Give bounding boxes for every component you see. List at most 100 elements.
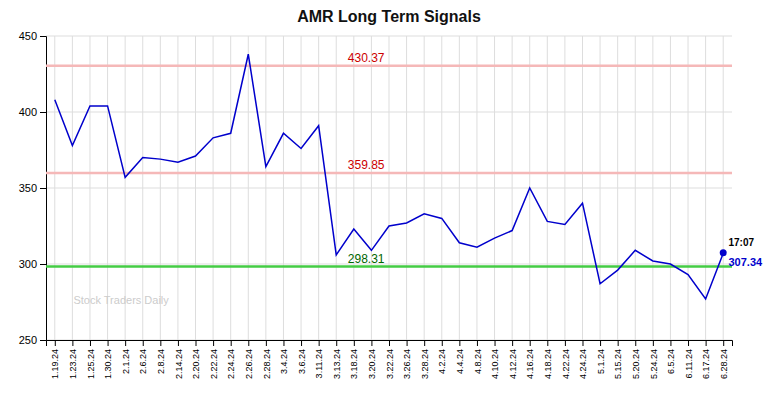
grid-line bbox=[248, 36, 249, 340]
tick: 4.4.24 bbox=[455, 340, 465, 374]
tick: 4.2.24 bbox=[437, 340, 447, 374]
x-axis: 1.19.241.23.241.25.241.30.242.1.242.6.24… bbox=[47, 340, 733, 379]
grid-line bbox=[195, 36, 196, 340]
tick-label: 3.22.24 bbox=[385, 349, 395, 379]
reference-label: 430.37 bbox=[348, 51, 385, 65]
tick: 3.28.24 bbox=[420, 340, 430, 379]
tick-label: 2.24.24 bbox=[226, 349, 236, 379]
tick-mark bbox=[231, 340, 232, 346]
tick: 6.28.24 bbox=[719, 340, 729, 379]
tick-label: 4.24.24 bbox=[578, 349, 588, 379]
grid-line bbox=[213, 36, 214, 340]
tick: 300 bbox=[19, 258, 46, 270]
chart: 1.19.241.23.241.25.241.30.242.1.242.6.24… bbox=[0, 0, 784, 398]
tick-mark bbox=[336, 340, 337, 346]
reference-label: 359.85 bbox=[348, 158, 385, 172]
tick-label: 4.2.24 bbox=[437, 349, 447, 374]
tick: 450 bbox=[19, 30, 46, 42]
tick-mark bbox=[354, 340, 355, 346]
grid-line bbox=[371, 36, 372, 340]
tick-label: 5.20.24 bbox=[631, 349, 641, 379]
tick: 250 bbox=[19, 334, 46, 346]
tick-mark bbox=[706, 340, 707, 346]
tick-mark bbox=[266, 340, 267, 346]
grid-line bbox=[54, 36, 55, 340]
tick-label: 2.28.24 bbox=[262, 349, 272, 379]
tick: 3.18.24 bbox=[349, 340, 359, 379]
tick-mark bbox=[40, 112, 46, 113]
tick: 350 bbox=[19, 182, 46, 194]
tick-label: 5.1.24 bbox=[596, 349, 606, 374]
tick-label: 1.23.24 bbox=[68, 349, 78, 379]
tick-mark bbox=[108, 340, 109, 346]
tick: 1.23.24 bbox=[68, 340, 78, 379]
title: AMR Long Term Signals bbox=[297, 8, 481, 25]
tick-label: 1.25.24 bbox=[86, 349, 96, 379]
tick-mark bbox=[301, 340, 302, 346]
tick: 4.18.24 bbox=[543, 340, 553, 379]
tick-mark bbox=[160, 340, 161, 346]
tick: 3.22.24 bbox=[385, 340, 395, 379]
tick: 3.4.24 bbox=[279, 340, 289, 374]
grid-line bbox=[723, 36, 724, 340]
tick-mark bbox=[40, 264, 46, 265]
grid-line bbox=[318, 36, 319, 340]
tick: 6.11.24 bbox=[684, 340, 694, 378]
tick: 4.22.24 bbox=[561, 340, 571, 379]
y-axis: 250 300 350 400 450 bbox=[19, 30, 47, 346]
tick: 4.8.24 bbox=[473, 340, 483, 374]
tick: 5.15.24 bbox=[613, 340, 623, 379]
tick-label: 4.12.24 bbox=[508, 349, 518, 379]
tick-label: 4.18.24 bbox=[543, 349, 553, 379]
grid-line bbox=[230, 36, 231, 340]
last-value-label: 307.34 bbox=[728, 256, 763, 268]
last-point bbox=[720, 249, 727, 256]
tick-label: 4.8.24 bbox=[473, 349, 483, 374]
tick: 4.16.24 bbox=[525, 340, 535, 379]
tick-label: 4.16.24 bbox=[525, 349, 535, 379]
grid-line bbox=[547, 36, 548, 340]
grid-line bbox=[635, 36, 636, 340]
tick: 5.1.24 bbox=[596, 340, 606, 374]
tick: 4.12.24 bbox=[508, 340, 518, 379]
tick-label: 350 bbox=[19, 182, 37, 194]
tick-label: 4.4.24 bbox=[455, 349, 465, 374]
tick: 1.19.24 bbox=[50, 340, 60, 379]
tick-mark bbox=[565, 340, 566, 346]
tick-mark bbox=[55, 340, 56, 346]
tick-mark bbox=[90, 340, 91, 346]
tick: 1.25.24 bbox=[86, 340, 96, 379]
tick-mark bbox=[688, 340, 689, 346]
tick: 2.20.24 bbox=[191, 340, 201, 379]
tick-label: 400 bbox=[19, 106, 37, 118]
grid-line bbox=[600, 36, 601, 340]
grid-line bbox=[265, 36, 266, 340]
tick-label: 3.6.24 bbox=[297, 349, 307, 374]
grid-line bbox=[177, 36, 178, 340]
reference-line bbox=[46, 65, 732, 68]
tick-mark bbox=[319, 340, 320, 346]
tick-mark bbox=[600, 340, 601, 346]
tick-label: 2.20.24 bbox=[191, 349, 201, 379]
tick: 1.30.24 bbox=[103, 340, 113, 379]
tick-label: 2.1.24 bbox=[121, 349, 131, 374]
tick: 3.13.24 bbox=[332, 340, 342, 379]
tick-mark bbox=[72, 340, 73, 346]
tick: 2.26.24 bbox=[244, 340, 254, 379]
axis-line bbox=[47, 341, 733, 347]
tick: 2.28.24 bbox=[262, 340, 272, 379]
tick-mark bbox=[670, 340, 671, 346]
tick: 2.14.24 bbox=[174, 340, 184, 379]
tick-mark bbox=[283, 340, 284, 346]
tick-mark bbox=[442, 340, 443, 346]
tick-label: 3.18.24 bbox=[349, 349, 359, 379]
tick-label: 3.28.24 bbox=[420, 349, 430, 379]
tick-label: 6.11.24 bbox=[684, 349, 694, 378]
chart-container: 1.19.241.23.241.25.241.30.242.1.242.6.24… bbox=[0, 0, 784, 398]
tick-label: 2.26.24 bbox=[244, 349, 254, 379]
tick-mark bbox=[40, 340, 46, 341]
grid bbox=[46, 36, 732, 340]
tick-mark bbox=[618, 340, 619, 346]
tick-label: 6.28.24 bbox=[719, 349, 729, 379]
tick: 5.20.24 bbox=[631, 340, 641, 379]
